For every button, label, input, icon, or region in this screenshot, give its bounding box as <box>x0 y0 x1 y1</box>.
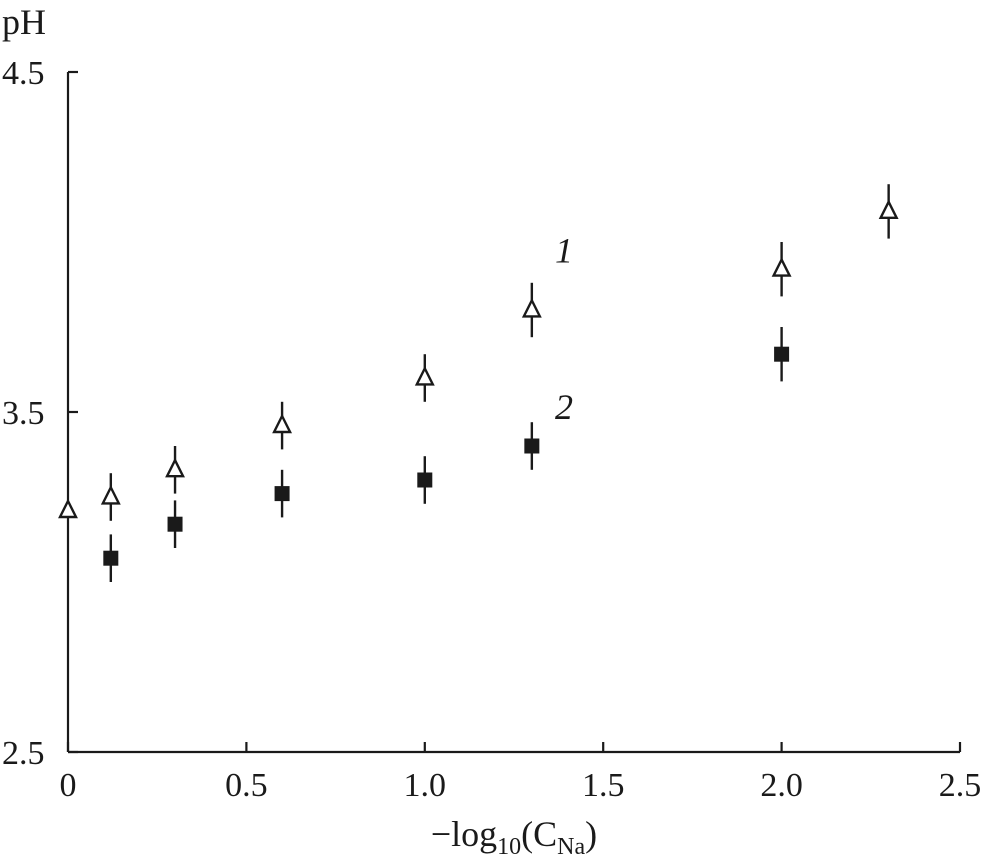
series-label: 1 <box>555 230 573 270</box>
x-tick-label: 0.5 <box>225 767 268 804</box>
data-point-series-2 <box>417 472 433 488</box>
x-tick-label: 2.0 <box>760 767 803 804</box>
x-axis-title-paren: (C <box>521 814 557 854</box>
x-tick-label: 2.5 <box>939 767 982 804</box>
data-point-series-1 <box>100 484 121 505</box>
x-tick-label: 0 <box>60 767 77 804</box>
y-tick-label: 4.5 <box>2 55 45 92</box>
y-axis-title: pH <box>2 2 46 42</box>
data-point-series-2 <box>274 486 290 502</box>
data-point-series-2 <box>167 516 183 532</box>
x-axis-title-close: ) <box>585 814 597 854</box>
data-point-series-1 <box>58 498 78 519</box>
y-tick-label: 2.5 <box>2 735 45 772</box>
data-point-series-1 <box>878 199 899 220</box>
data-point-series-1 <box>272 413 293 434</box>
data-points <box>58 199 899 566</box>
series-label: 2 <box>555 387 573 427</box>
y-tick-label: 3.5 <box>2 395 45 432</box>
axes <box>66 72 960 754</box>
ticks <box>66 70 962 754</box>
tick-labels: 0 0.5 1.0 1.5 2.0 2.5 2.5 3.5 4.5 <box>2 55 981 804</box>
x-tick-label: 1.5 <box>582 767 625 804</box>
data-point-series-2 <box>103 550 119 566</box>
error-bars <box>109 184 890 582</box>
data-point-series-1 <box>771 256 792 277</box>
data-point-series-2 <box>524 438 540 454</box>
x-axis-title: −log10(CNa) <box>431 814 597 860</box>
series-annotations: 12 <box>555 230 573 426</box>
x-axis-title-sub: 10 <box>497 834 521 860</box>
data-point-series-1 <box>414 365 435 386</box>
x-tick-label: 1.0 <box>404 767 447 804</box>
data-point-series-2 <box>774 346 790 362</box>
data-point-series-1 <box>165 457 185 478</box>
x-axis-title-sub2: Na <box>557 834 585 860</box>
x-axis-title-main: −log <box>431 814 497 854</box>
data-point-series-1 <box>521 297 542 318</box>
